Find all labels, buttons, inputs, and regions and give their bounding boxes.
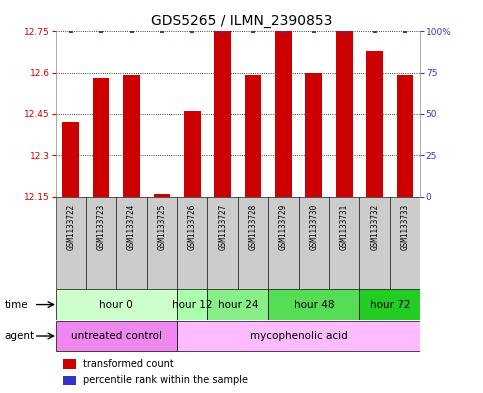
Text: percentile rank within the sample: percentile rank within the sample [83,375,248,386]
Bar [62,122,79,196]
Text: hour 24: hour 24 [218,299,258,310]
Bar [305,73,322,196]
Bar [63,376,76,385]
Text: GSM1133723: GSM1133723 [97,204,106,250]
Text: GDS5265 / ILMN_2390853: GDS5265 / ILMN_2390853 [151,14,332,28]
Text: GSM1133728: GSM1133728 [249,204,257,250]
Bar [268,196,298,289]
Text: hour 12: hour 12 [172,299,213,310]
Text: agent: agent [5,331,35,341]
Text: GSM1133732: GSM1133732 [370,204,379,250]
Bar [177,196,208,289]
Bar [214,31,231,196]
Bar [275,31,292,196]
Bar [93,78,110,196]
Text: GSM1133722: GSM1133722 [66,204,75,250]
Bar [336,31,353,196]
Text: GSM1133727: GSM1133727 [218,204,227,250]
Bar [366,51,383,196]
Text: transformed count: transformed count [83,359,174,369]
Bar [86,196,116,289]
Text: GSM1133725: GSM1133725 [157,204,167,250]
Text: GSM1133729: GSM1133729 [279,204,288,250]
Bar [390,196,420,289]
Bar [177,321,420,351]
Bar [208,290,268,320]
Bar [56,321,177,351]
Bar [56,196,86,289]
Text: GSM1133731: GSM1133731 [340,204,349,250]
Text: GSM1133733: GSM1133733 [400,204,410,250]
Text: mycophenolic acid: mycophenolic acid [250,331,348,341]
Bar [154,194,170,196]
Text: GSM1133730: GSM1133730 [309,204,318,250]
Text: hour 72: hour 72 [369,299,410,310]
Bar [397,75,413,196]
Text: hour 0: hour 0 [99,299,133,310]
Text: hour 48: hour 48 [294,299,334,310]
Bar [116,196,147,289]
Bar [56,290,177,320]
Bar [238,196,268,289]
Text: untreated control: untreated control [71,331,162,341]
Bar [123,75,140,196]
Bar [245,75,261,196]
Bar [268,290,359,320]
Bar [177,290,208,320]
Text: GSM1133726: GSM1133726 [188,204,197,250]
Bar [298,196,329,289]
Bar [184,111,200,196]
Text: time: time [5,299,28,310]
Bar [63,359,76,369]
Bar [208,196,238,289]
Bar [359,196,390,289]
Bar [359,290,420,320]
Bar [329,196,359,289]
Bar [147,196,177,289]
Text: GSM1133724: GSM1133724 [127,204,136,250]
